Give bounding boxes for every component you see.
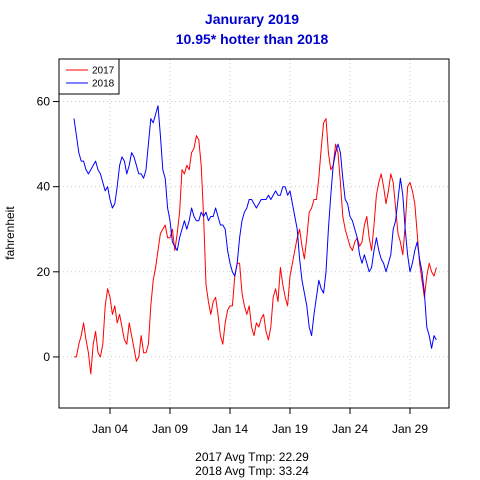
x-tick-label: Jan 24 (332, 422, 368, 436)
x-axis: Jan 04 Jan 09 Jan 14 Jan 19 Jan 24 Jan 29 (92, 408, 428, 436)
legend: 2017 2018 (58, 58, 120, 95)
chart-title: Janurary 2019 (205, 11, 299, 27)
series-line-2017 (74, 118, 437, 375)
series-lines (73, 105, 437, 375)
chart-subtitle: 10.95* hotter than 2018 (176, 31, 329, 47)
y-axis: 0 20 40 60 (37, 95, 59, 364)
y-tick-label: 0 (43, 350, 50, 364)
series-line-2018 (73, 105, 437, 349)
x-tick-label: Jan 09 (152, 422, 188, 436)
y-tick-label: 60 (37, 95, 51, 109)
footer-avg-2018: 2018 Avg Tmp: 33.24 (195, 464, 309, 478)
legend-box (58, 58, 120, 95)
legend-label-2017: 2017 (92, 66, 115, 77)
y-tick-label: 20 (37, 265, 51, 279)
grid-lines (59, 59, 449, 408)
y-axis-label: fahrenheit (3, 206, 17, 260)
x-tick-label: Jan 29 (392, 422, 428, 436)
plot-frame (58, 58, 450, 409)
x-tick-label: Jan 04 (92, 422, 128, 436)
y-tick-label: 40 (37, 180, 51, 194)
x-tick-label: Jan 14 (212, 422, 248, 436)
x-tick-label: Jan 19 (272, 422, 308, 436)
legend-label-2018: 2018 (92, 79, 115, 90)
footer-avg-2017: 2017 Avg Tmp: 22.29 (195, 450, 309, 464)
